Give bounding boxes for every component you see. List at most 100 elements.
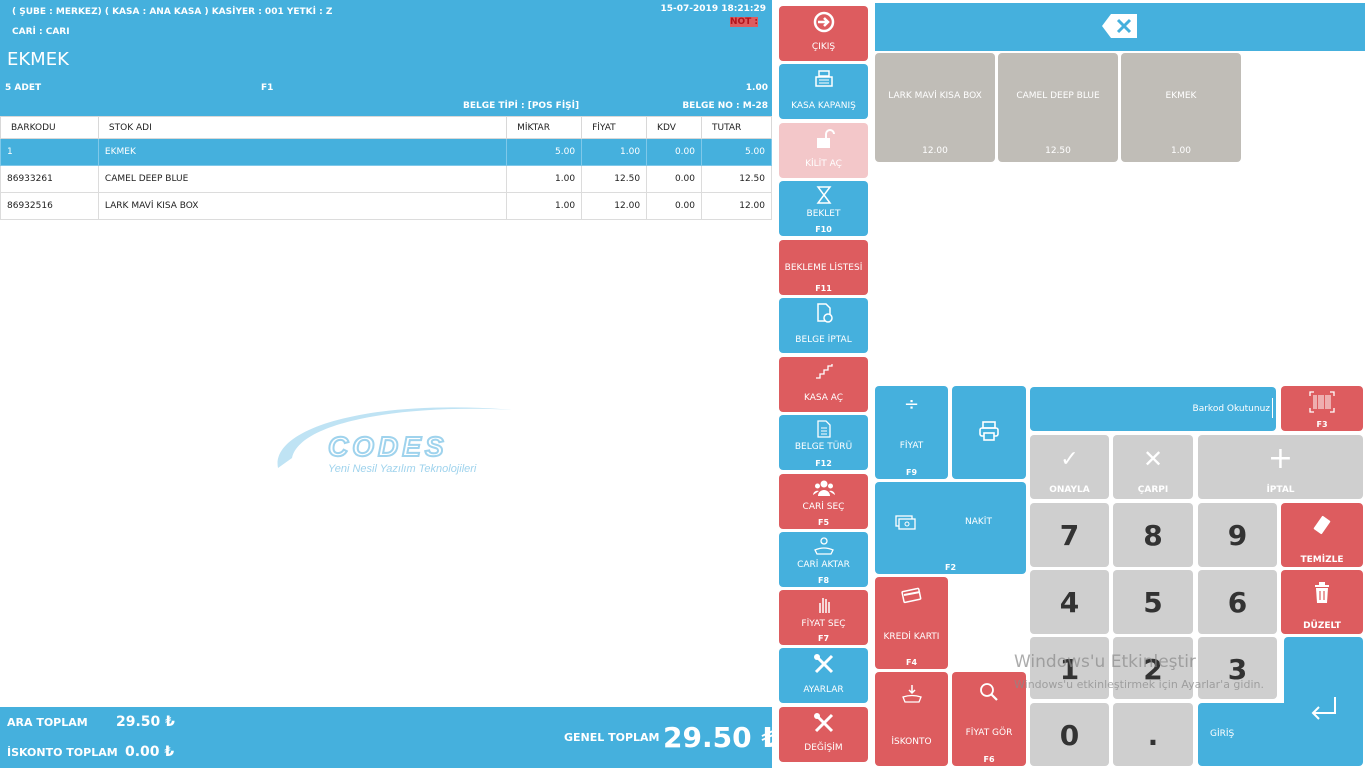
- document-type-label: BELGE TÜRÜ: [794, 442, 853, 452]
- column-header-stock-name[interactable]: STOK ADI: [97, 116, 508, 139]
- grand-total-label: GENEL TOPLAM: [564, 731, 660, 744]
- magnifier-icon: [952, 682, 1026, 705]
- document-type-button[interactable]: BELGE TÜRÜ F12: [779, 415, 868, 470]
- discount-label: İSKONTO: [891, 737, 932, 747]
- unlock-button[interactable]: KİLİT AÇ: [779, 123, 868, 178]
- barcode-placeholder: Barkod Okutunuz: [1192, 404, 1270, 414]
- document-icon: [779, 420, 868, 442]
- exit-button[interactable]: ÇIKIŞ: [779, 6, 868, 61]
- select-customer-button[interactable]: CARİ SEÇ F5: [779, 474, 868, 529]
- backspace-icon: [1102, 14, 1137, 38]
- confirm-label: ONAYLA: [1049, 485, 1090, 495]
- hold-button[interactable]: BEKLET F10: [779, 181, 868, 236]
- digit-label: .: [1147, 719, 1159, 752]
- credit-card-shortcut: F4: [905, 658, 918, 667]
- cash-close-label: KASA KAPANIŞ: [791, 101, 856, 111]
- digit-0-button[interactable]: 0: [1030, 703, 1109, 766]
- note-label: NOT :: [729, 17, 758, 27]
- digit-label: 3: [1227, 653, 1248, 686]
- print-button[interactable]: [952, 386, 1026, 479]
- column-header-total[interactable]: TUTAR: [701, 116, 772, 139]
- digit-4-button[interactable]: 4: [1030, 570, 1109, 634]
- cash-register-icon: [779, 69, 868, 93]
- product-panel-header: [875, 3, 1365, 51]
- exit-icon: [779, 11, 868, 37]
- digit-label: 5: [1143, 586, 1163, 619]
- digit-1-button[interactable]: 1: [1030, 637, 1109, 699]
- subtotal-value: 29.50 ₺: [116, 714, 175, 730]
- credit-card-button[interactable]: KREDİ KARTI F4: [875, 577, 948, 669]
- price-button[interactable]: ÷ FİYAT F9: [875, 386, 948, 479]
- column-header-vat[interactable]: KDV: [646, 116, 702, 139]
- unlock-label: KİLİT AÇ: [805, 159, 842, 169]
- price-lookup-button[interactable]: FİYAT GÖR F6: [952, 672, 1026, 766]
- settings-button[interactable]: AYARLAR: [779, 648, 868, 703]
- exchange-label: DEĞİŞİM: [804, 743, 843, 753]
- digit-6-button[interactable]: 6: [1198, 570, 1277, 634]
- select-price-shortcut: F7: [817, 634, 830, 643]
- select-price-button[interactable]: FİYAT SEÇ F7: [779, 590, 868, 645]
- session-info: ( ŞUBE : MERKEZ) ( KASA : ANA KASA ) KAS…: [12, 7, 333, 17]
- cash-open-button[interactable]: KASA AÇ: [779, 357, 868, 412]
- select-customer-label: CARİ SEÇ: [802, 502, 845, 512]
- doc-type: BELGE TİPİ : [POS FİŞİ]: [463, 101, 580, 111]
- column-header-barcode[interactable]: BARKODU: [0, 116, 99, 139]
- barcode-input[interactable]: Barkod Okutunuz: [1030, 387, 1276, 431]
- cell-name: CAMEL DEEP BLUE: [97, 165, 508, 193]
- hold-list-button[interactable]: BEKLEME LİSTESİ F11: [779, 240, 868, 295]
- doc-number: BELGE NO : M-28: [682, 101, 768, 111]
- transfer-customer-button[interactable]: CARİ AKTAR F8: [779, 532, 868, 587]
- table-header-row: BARKODU STOK ADI MİKTAR FİYAT KDV TUTAR: [0, 116, 772, 139]
- discount-total-value: 0.00 ₺: [125, 744, 175, 760]
- logo-tagline: Yeni Nesil Yazılım Teknolojileri: [328, 463, 477, 475]
- backspace-button[interactable]: [1101, 13, 1139, 39]
- digit-8-button[interactable]: 8: [1113, 503, 1193, 567]
- cash-shortcut: F2: [944, 563, 957, 572]
- current-item-name: EKMEK: [7, 49, 69, 70]
- barcode-scan-button[interactable]: F3: [1281, 386, 1363, 431]
- cancel-line-label: İPTAL: [1266, 485, 1295, 495]
- product-tile[interactable]: LARK MAVİ KISA BOX 12.00: [875, 53, 995, 162]
- correct-button[interactable]: DÜZELT: [1281, 570, 1363, 634]
- text-cursor: [1272, 398, 1273, 418]
- hold-shortcut: F10: [815, 225, 832, 234]
- digit-3-button[interactable]: 3: [1198, 637, 1277, 699]
- digit-7-button[interactable]: 7: [1030, 503, 1109, 567]
- table-row[interactable]: 86932516 LARK MAVİ KISA BOX 1.00 12.00 0…: [0, 192, 772, 220]
- cancel-line-button[interactable]: + İPTAL: [1198, 435, 1363, 499]
- digit-label: 6: [1227, 586, 1248, 619]
- product-tile[interactable]: EKMEK 1.00: [1121, 53, 1241, 162]
- multiply-label: ÇARPI: [1137, 485, 1169, 495]
- transfer-customer-shortcut: F8: [817, 576, 830, 585]
- discount-button[interactable]: İSKONTO: [875, 672, 948, 766]
- confirm-button[interactable]: ✓ ONAYLA: [1030, 435, 1109, 499]
- enter-button-extension[interactable]: GİRİŞ: [1198, 703, 1288, 766]
- hold-list-label: BEKLEME LİSTESİ: [784, 263, 863, 273]
- subtotal-label: ARA TOPLAM: [7, 716, 88, 729]
- clear-button[interactable]: TEMİZLE: [1281, 503, 1363, 567]
- multiply-icon: ✕: [1142, 445, 1164, 473]
- select-customer-shortcut: F5: [817, 518, 830, 527]
- digit-5-button[interactable]: 5: [1113, 570, 1193, 634]
- enter-button[interactable]: [1284, 637, 1363, 766]
- digit-2-button[interactable]: 2: [1113, 637, 1193, 699]
- multiply-button[interactable]: ✕ ÇARPI: [1113, 435, 1193, 499]
- table-row[interactable]: 1 EKMEK 5.00 1.00 0.00 5.00: [0, 138, 772, 166]
- correct-label: DÜZELT: [1303, 621, 1341, 631]
- price-lookup-label: FİYAT GÖR: [965, 728, 1013, 738]
- cash-payment-button[interactable]: NAKİT F2: [875, 482, 1026, 574]
- digit-9-button[interactable]: 9: [1198, 503, 1277, 567]
- digit-label: 2: [1143, 653, 1163, 686]
- product-tile[interactable]: CAMEL DEEP BLUE 12.50: [998, 53, 1118, 162]
- document-cancel-button[interactable]: BELGE İPTAL: [779, 298, 868, 353]
- decimal-point-button[interactable]: .: [1113, 703, 1193, 766]
- cell-vat: 0.00: [646, 165, 702, 193]
- exchange-button[interactable]: DEĞİŞİM: [779, 707, 868, 762]
- transfer-customer-label: CARİ AKTAR: [797, 560, 850, 570]
- column-header-quantity[interactable]: MİKTAR: [506, 116, 583, 139]
- table-row[interactable]: 86933261 CAMEL DEEP BLUE 1.00 12.50 0.00…: [0, 165, 772, 193]
- digit-label: 0: [1059, 719, 1080, 752]
- column-header-price[interactable]: FİYAT: [581, 116, 648, 139]
- digit-label: 8: [1143, 519, 1163, 552]
- cash-close-button[interactable]: KASA KAPANIŞ: [779, 64, 868, 119]
